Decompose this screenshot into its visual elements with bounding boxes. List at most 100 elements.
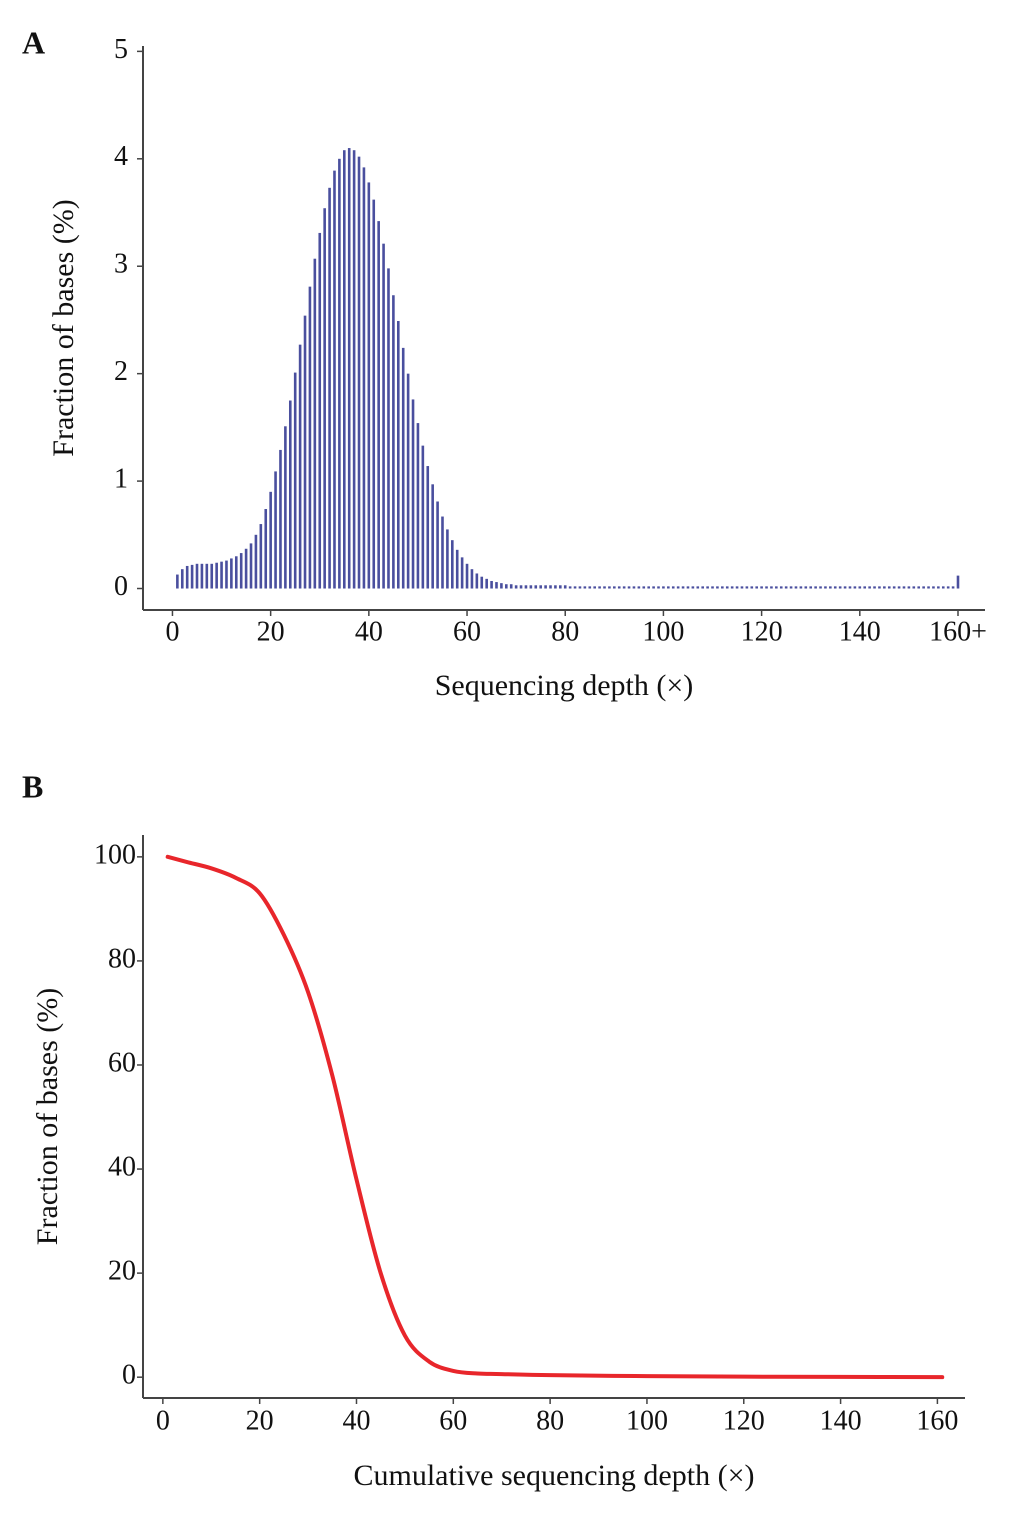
x-axis-label: Sequencing depth (×): [435, 669, 694, 702]
bar: [495, 582, 498, 589]
x-tick-label: 0: [165, 616, 179, 647]
bar: [176, 574, 179, 589]
bar: [500, 583, 503, 589]
bar: [667, 586, 670, 589]
bar: [436, 501, 439, 589]
line: [165, 854, 945, 1380]
bar: [568, 586, 572, 589]
bar: [264, 509, 268, 589]
bar: [745, 586, 749, 589]
bar: [298, 344, 302, 589]
bar: [730, 586, 734, 589]
bar: [902, 586, 906, 589]
x-tick-label: 140: [839, 616, 881, 647]
bar: [249, 543, 253, 589]
x-tick-label: 60: [453, 616, 481, 647]
bar: [303, 315, 307, 589]
bar: [775, 586, 778, 589]
bar: [549, 585, 552, 589]
y-tick-label: 60: [108, 1047, 136, 1078]
bar: [740, 586, 744, 589]
bar: [686, 586, 690, 589]
x-tick-label: 160: [916, 1405, 958, 1436]
bar: [554, 585, 557, 589]
bar: [706, 586, 709, 589]
x-tick-label: 100: [626, 1405, 668, 1436]
bar: [475, 573, 479, 589]
bar: [244, 548, 248, 589]
bar: [779, 586, 783, 589]
bar: [809, 586, 813, 589]
bar: [941, 586, 945, 589]
bar: [519, 585, 523, 589]
bar: [622, 586, 626, 589]
bar: [401, 347, 405, 589]
bar: [593, 586, 596, 589]
x-tick-label: 40: [355, 616, 383, 647]
bar: [833, 586, 837, 589]
bar: [190, 564, 194, 589]
bar: [559, 585, 562, 589]
bar: [701, 586, 704, 589]
bar: [387, 268, 390, 589]
bar: [239, 553, 243, 589]
panel-label: A: [22, 24, 45, 60]
bar: [932, 586, 935, 589]
bar: [676, 586, 680, 589]
bar: [288, 400, 292, 589]
bar: [318, 232, 322, 589]
x-tick-label: 0: [156, 1405, 170, 1436]
bar: [514, 585, 518, 589]
bar: [200, 563, 204, 589]
bar: [922, 586, 925, 589]
y-tick-label: 80: [108, 943, 136, 974]
bar: [671, 586, 675, 589]
bar: [662, 586, 665, 589]
y-tick-label: 40: [108, 1151, 136, 1182]
bar: [416, 423, 420, 589]
bar: [735, 586, 739, 589]
bar: [843, 586, 847, 589]
x-tick-label: 80: [536, 1405, 564, 1436]
bar: [907, 586, 911, 589]
bar: [210, 563, 214, 589]
bar: [230, 558, 233, 589]
bar: [838, 586, 842, 589]
bar: [185, 565, 189, 589]
y-tick-label: 1: [114, 464, 128, 495]
bar: [755, 586, 759, 589]
bar: [642, 586, 646, 589]
bar: [372, 199, 376, 589]
y-tick-label: 4: [114, 141, 128, 172]
bar: [887, 586, 891, 589]
bar: [451, 540, 454, 589]
bar: [293, 372, 297, 589]
bar: [647, 586, 650, 589]
y-tick-label: 2: [114, 356, 128, 387]
bar: [323, 208, 326, 589]
bar: [716, 586, 719, 589]
bar: [284, 426, 287, 589]
bar: [853, 586, 857, 589]
y-tick-label: 3: [114, 249, 128, 280]
bar: [627, 586, 631, 589]
bar: [357, 156, 361, 589]
bar: [848, 586, 852, 589]
bar: [603, 586, 606, 589]
bar: [505, 584, 508, 589]
bar: [377, 221, 380, 589]
x-tick-label: 20: [246, 1405, 274, 1436]
bar: [873, 586, 876, 589]
bar: [637, 586, 641, 589]
bar: [883, 586, 886, 589]
y-axis-label: Fraction of bases (%): [31, 988, 64, 1245]
x-tick-label: 160+: [929, 616, 987, 647]
bar: [342, 150, 346, 589]
bar: [392, 295, 395, 589]
bar: [509, 584, 513, 589]
x-tick-label: 40: [342, 1405, 370, 1436]
x-tick-label: 120: [741, 616, 783, 647]
bar: [544, 585, 547, 589]
bar: [956, 575, 960, 589]
